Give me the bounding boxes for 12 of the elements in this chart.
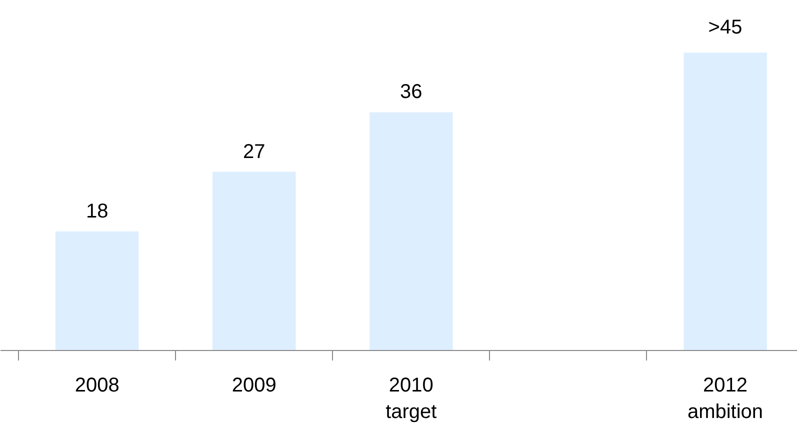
x-tick-label: 2010 target xyxy=(386,374,438,423)
bar xyxy=(212,172,296,350)
data-label: 18 xyxy=(86,200,108,222)
x-tick-label: 2008 xyxy=(74,374,120,396)
data-label: 36 xyxy=(400,81,422,104)
data-label: >45 xyxy=(708,16,742,39)
bar xyxy=(370,112,453,350)
x-tick-label: 2009 xyxy=(232,374,276,396)
x-tick-label: 2012 ambition xyxy=(687,374,764,423)
bar xyxy=(684,52,767,350)
data-label: 27 xyxy=(243,140,266,163)
bar xyxy=(55,231,139,350)
